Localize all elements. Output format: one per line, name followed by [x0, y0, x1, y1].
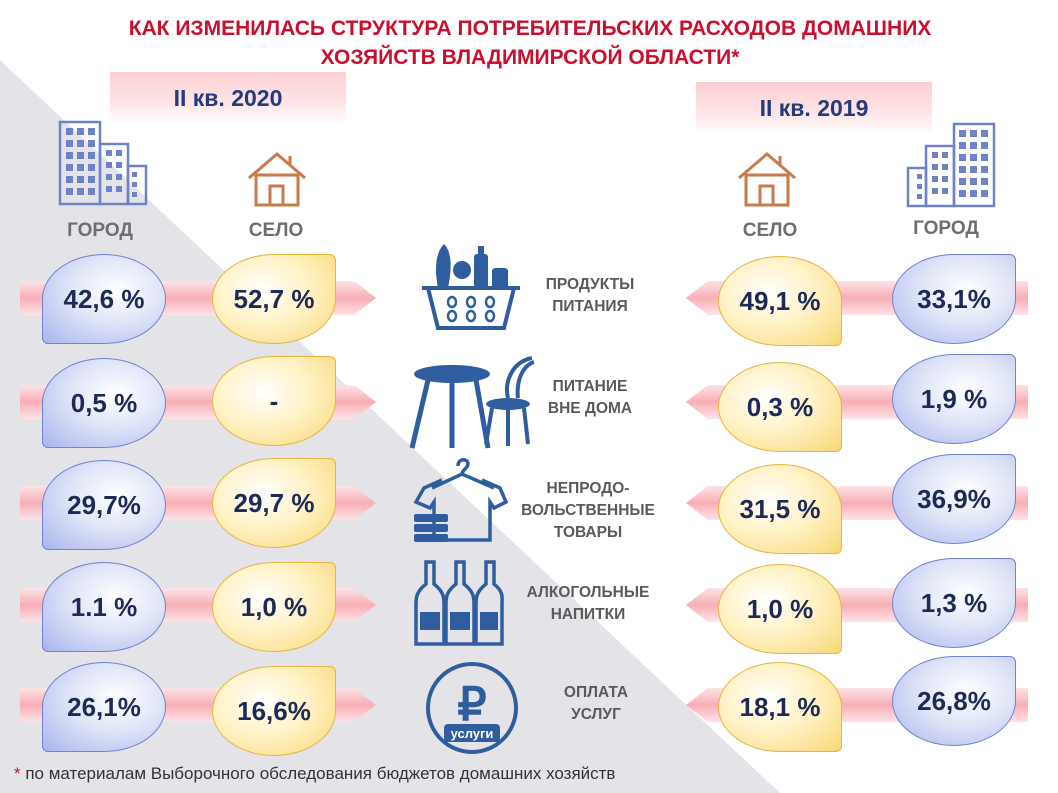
- city-buildings-icon: [58, 120, 148, 206]
- value-city-2020-row4: 1.1 %: [42, 562, 166, 652]
- value-village-2020-row4: 1,0 %: [212, 562, 336, 652]
- value-city-2019-row3: 36,9%: [892, 454, 1016, 544]
- category-eating-out: ПИТАНИЕ ВНЕ ДОМА: [547, 378, 633, 417]
- category-alcohol: АЛКОГОЛЬНЫЕ НАПИТКИ: [526, 584, 650, 623]
- ruble-coin-icon: ₽ услуги: [426, 662, 518, 754]
- column-city-2020: ГОРОД: [67, 220, 133, 241]
- ruble-symbol: ₽: [457, 678, 486, 730]
- value-village-2020-row5: 16,6%: [212, 666, 336, 756]
- value-village-2019-row2: 0,3 %: [718, 362, 842, 452]
- village-house-icon-right: [738, 152, 796, 207]
- value-village-2020-row1: 52,7 %: [212, 254, 336, 344]
- village-house-icon: [248, 152, 306, 207]
- category-food: ПРОДУКТЫ ПИТАНИЯ: [545, 276, 635, 315]
- value-city-2020-row3: 29,7%: [42, 460, 166, 550]
- value-village-2020-row3: 29,7 %: [212, 458, 336, 548]
- title-line-2: ХОЗЯЙСТВ ВЛАДИМИРСКОЙ ОБЛАСТИ*: [320, 46, 740, 69]
- value-village-2019-row3: 31,5 %: [718, 464, 842, 554]
- column-city-2019: ГОРОД: [913, 218, 979, 239]
- column-village-2019: СЕЛО: [742, 220, 798, 241]
- footnote: * по материалам Выборочного обследования…: [14, 764, 615, 784]
- city-buildings-icon-right: [906, 122, 996, 208]
- page-title: КАК ИЗМЕНИЛАСЬ СТРУКТУРА ПОТРЕБИТЕЛЬСКИХ…: [40, 14, 1020, 72]
- column-village-2020: СЕЛО: [248, 220, 304, 241]
- period-2019-header: II кв. 2019: [696, 82, 932, 134]
- clothes-hanger-icon: [413, 458, 508, 542]
- value-village-2019-row1: 49,1 %: [718, 256, 842, 346]
- value-village-2020-row2: -: [212, 356, 336, 446]
- value-city-2020-row1: 42,6 %: [42, 254, 166, 344]
- value-city-2019-row2: 1,9 %: [892, 354, 1016, 444]
- footnote-star: *: [14, 764, 21, 783]
- category-services: ОПЛАТА УСЛУГ: [563, 684, 629, 723]
- value-city-2019-row5: 26,8%: [892, 656, 1016, 746]
- grocery-basket-icon: [422, 244, 520, 330]
- footnote-text: по материалам Выборочного обследования б…: [20, 764, 616, 783]
- value-city-2020-row5: 26,1%: [42, 662, 166, 752]
- value-city-2019-row4: 1,3 %: [892, 558, 1016, 648]
- title-line-1: КАК ИЗМЕНИЛАСЬ СТРУКТУРА ПОТРЕБИТЕЛЬСКИХ…: [128, 17, 932, 40]
- value-village-2019-row4: 1,0 %: [718, 564, 842, 654]
- category-non-food: НЕПРОДО- ВОЛЬСТВЕННЫЕ ТОВАРЫ: [521, 480, 655, 541]
- ruble-caption: услуги: [451, 726, 494, 741]
- cafe-table-chair-icon: [409, 356, 535, 449]
- bottles-icon: [414, 560, 504, 646]
- period-2020-header: II кв. 2020: [110, 72, 346, 124]
- value-city-2020-row2: 0,5 %: [42, 358, 166, 448]
- value-village-2019-row5: 18,1 %: [718, 662, 842, 752]
- value-city-2019-row1: 33,1%: [892, 254, 1016, 344]
